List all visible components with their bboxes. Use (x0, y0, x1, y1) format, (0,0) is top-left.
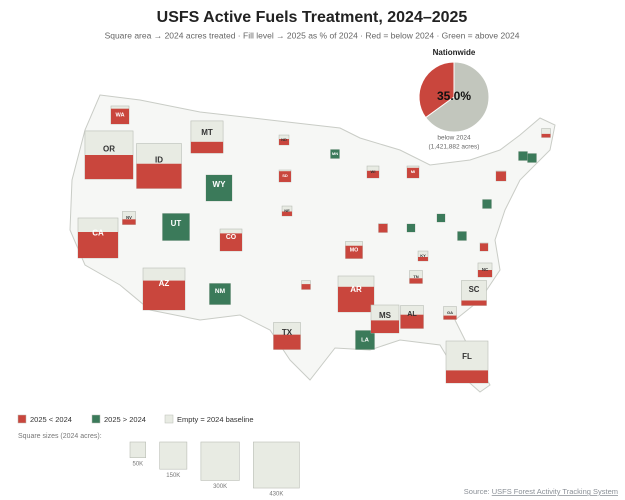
state-label: FL (462, 352, 472, 361)
fill-level (220, 233, 242, 251)
state-label: WA (115, 112, 124, 118)
state-label: TN (413, 274, 418, 279)
fill-level (282, 211, 292, 216)
source-prefix: Source: (464, 487, 490, 496)
state-label: KY (420, 253, 426, 258)
nationwide-pie: Nationwide 35.0% below 2024 (1,421,882 acre… (418, 48, 490, 151)
fill-level (367, 170, 379, 178)
fill-level (406, 223, 416, 233)
state-label: WI (371, 169, 376, 174)
fill-level (527, 153, 537, 163)
pie-slice (418, 61, 455, 119)
state-label: NM (215, 288, 226, 295)
state-label: MN (332, 151, 338, 156)
state-label: AR (350, 285, 362, 294)
state-label: CA (92, 228, 104, 237)
state-label: NV (126, 215, 132, 220)
legend-swatch (17, 414, 27, 424)
fill-level (355, 330, 375, 350)
source: Source: USFS Forest Activity Tracking Sy… (464, 487, 618, 496)
fill-level (162, 213, 190, 241)
fill-level (457, 231, 467, 241)
size-square (253, 441, 300, 489)
pie-value: 35.0% (437, 89, 471, 103)
state-label: GA (447, 310, 453, 315)
fill-level (77, 231, 119, 259)
fill-level (479, 243, 489, 252)
state-label: CO (226, 234, 237, 241)
size-label: 150K (166, 473, 180, 479)
state-label: MT (201, 128, 213, 137)
fill-level (206, 175, 232, 201)
fill-level (279, 139, 289, 145)
state-label: AZ (159, 279, 170, 288)
source-link[interactable]: USFS Forest Activity Tracking System (492, 487, 618, 496)
chart-subtitle: Square area → 2024 acres treated · Fill … (105, 30, 520, 40)
fill-level (279, 171, 291, 182)
state-label: ND (281, 137, 287, 142)
fill-level (445, 370, 489, 384)
fill-level (418, 256, 428, 261)
fill-level (541, 133, 551, 138)
legend-label: Empty = 2024 baseline (177, 415, 254, 424)
fill-level (436, 213, 446, 223)
size-square (200, 441, 240, 481)
pie-title: Nationwide (433, 48, 476, 57)
fill-level (477, 270, 493, 278)
fill-level (409, 278, 423, 284)
fill-level (190, 141, 224, 154)
fill-level (209, 283, 231, 305)
state-label: MO (350, 247, 359, 253)
pie-caption: below 2024 (437, 135, 471, 142)
size-square (159, 441, 188, 470)
size-legend-title: Square sizes (2024 acres): (18, 433, 102, 440)
fill-level (122, 219, 136, 225)
fill-level (273, 334, 301, 350)
fill-level (110, 108, 130, 125)
pie-acres: (1,421,882 acres) (429, 144, 480, 151)
us-outline (69, 94, 556, 393)
fill-level (345, 245, 363, 259)
state-label: UT (171, 219, 182, 228)
state-label: MS (379, 311, 392, 320)
state-squares: WA OR ID MT WY CA NV UT CO AZ NM ND SD NE TX MN WI MI MO AR… (77, 105, 551, 384)
size-square (129, 441, 146, 458)
state-label: MI (411, 169, 415, 174)
fill-level (443, 315, 457, 320)
legend-swatch (91, 414, 101, 424)
fill-level (407, 167, 419, 178)
fill-level (496, 171, 506, 181)
state-label: SC (469, 285, 480, 294)
state-label: WY (213, 180, 227, 189)
state-label: OR (103, 144, 115, 153)
legend-label: 2025 < 2024 (30, 415, 72, 424)
fill-level (301, 284, 311, 290)
size-label: 300K (213, 484, 227, 490)
state-label: TX (282, 328, 293, 337)
state-label: NE (284, 208, 290, 213)
fill-level (142, 280, 186, 311)
legend-label: 2025 > 2024 (104, 415, 146, 424)
legend: 2025 < 2024 2025 > 2024 Empty = 2024 basel… (17, 414, 300, 498)
fill-level (461, 300, 487, 306)
size-label: 430K (269, 492, 283, 498)
state-label: AL (407, 310, 417, 318)
fill-level (337, 286, 375, 313)
fill-level (482, 199, 492, 209)
chart-title: USFS Active Fuels Treatment, 2024–2025 (157, 9, 468, 26)
fill-level (371, 320, 399, 333)
fill-level (378, 224, 388, 233)
fill-level (518, 151, 528, 161)
fill-level (136, 163, 182, 189)
legend-swatch (164, 414, 174, 424)
state-label: ID (155, 156, 163, 165)
state-label: LA (361, 338, 370, 344)
fill-level (400, 314, 424, 329)
size-label: 50K (133, 461, 144, 467)
state-label: SD (282, 173, 288, 178)
fill-level (84, 155, 134, 180)
state-label: NC (482, 267, 489, 272)
fill-level (330, 149, 340, 159)
